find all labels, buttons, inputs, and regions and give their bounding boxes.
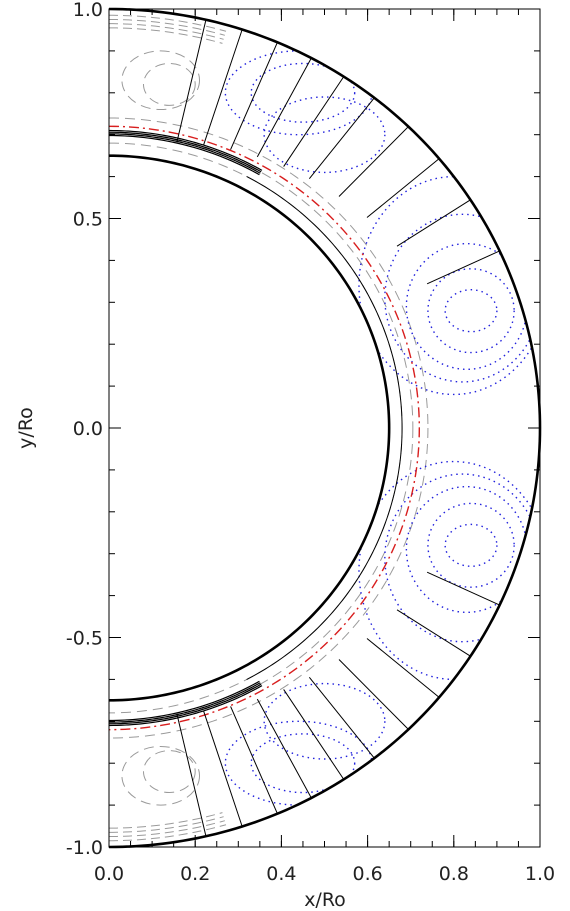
chart-content bbox=[108, 7, 542, 849]
field-line-s-6 bbox=[338, 659, 409, 730]
outer-boundary bbox=[108, 7, 542, 849]
dashed-contour-inner-s-2 bbox=[109, 427, 429, 739]
dashed-contour-south-2 bbox=[109, 820, 225, 838]
dotted-contour-n-0 bbox=[444, 289, 498, 333]
field-arc-n-2 bbox=[109, 131, 262, 173]
dashed-loop-n-0 bbox=[121, 50, 201, 111]
dashed-contour-inner-n-2 bbox=[109, 117, 429, 429]
dotted-contour-n-6 bbox=[224, 50, 373, 136]
field-line-n-6 bbox=[338, 126, 409, 197]
dashed-contour-inner-n-0 bbox=[109, 142, 403, 429]
shell-contours bbox=[109, 14, 540, 842]
y-tick-label: -1.0 bbox=[66, 837, 103, 859]
dashed-contour-south-1 bbox=[109, 816, 224, 833]
field-line-n-4 bbox=[283, 76, 345, 167]
dashed-loop-n-1 bbox=[142, 62, 196, 106]
dotted-contour-s-4 bbox=[358, 460, 540, 681]
field-arc-s-0 bbox=[109, 680, 260, 722]
dashed-contour-north-3 bbox=[109, 14, 227, 32]
field-arc-s-2 bbox=[109, 683, 262, 725]
field-line-n-9 bbox=[426, 250, 500, 285]
x-tick-label: 1.0 bbox=[525, 863, 555, 885]
dotted-contour-s-7 bbox=[263, 682, 386, 760]
field-arc-n-1 bbox=[109, 133, 261, 174]
field-line-s-4 bbox=[283, 689, 345, 780]
x-axis-label: x/Ro bbox=[304, 889, 346, 911]
dashed-contour-inner-s-0 bbox=[109, 427, 403, 714]
dashed-contour-inner-s-1 bbox=[109, 427, 414, 724]
x-tick-label: 0.0 bbox=[94, 863, 124, 885]
field-line-s-1 bbox=[203, 711, 243, 827]
field-line-s-8 bbox=[396, 609, 471, 657]
y-tick-label: 0.5 bbox=[73, 209, 103, 231]
dashed-contour-inner-n-1 bbox=[109, 132, 414, 429]
field-arc-n-3 bbox=[109, 129, 263, 171]
y-tick-label: 1.0 bbox=[73, 0, 103, 21]
x-tick-label: 0.4 bbox=[266, 863, 296, 885]
field-arc-eq bbox=[246, 175, 403, 681]
y-tick-labels: -1.0 -0.5 0.0 0.5 1.0 bbox=[66, 0, 103, 859]
inner-boundary bbox=[108, 154, 391, 702]
x-tick-label: 0.6 bbox=[352, 863, 382, 885]
dotted-contour-n-1 bbox=[427, 268, 515, 354]
y-tick-label: 0.0 bbox=[73, 418, 103, 440]
dotted-contour-s-3 bbox=[384, 473, 540, 643]
field-line-s-9 bbox=[426, 571, 500, 606]
field-arc-s-3 bbox=[109, 685, 263, 727]
x-tick-labels: 0.0 0.2 0.4 0.6 0.8 1.0 bbox=[94, 863, 555, 885]
field-line-n-2 bbox=[230, 42, 278, 150]
field-line-n-8 bbox=[396, 199, 471, 247]
dashed-contour-south-0 bbox=[109, 812, 223, 829]
dotted-contour-n-3 bbox=[384, 213, 540, 383]
field-line-s-5 bbox=[308, 676, 375, 759]
dashed-loop-s-0 bbox=[121, 745, 201, 806]
dotted-contour-s-6 bbox=[224, 720, 373, 806]
field-line-s-3 bbox=[256, 698, 312, 799]
dotted-contour-n-5 bbox=[250, 62, 356, 123]
field-line-n-5 bbox=[308, 97, 375, 180]
field-line-s-0 bbox=[176, 713, 207, 837]
dashed-contour-south-3 bbox=[109, 824, 227, 842]
dashed-contour-north-0 bbox=[109, 27, 223, 44]
dotted-contour-s-1 bbox=[427, 502, 515, 588]
dotted-contour-n-2 bbox=[405, 242, 528, 371]
field-line-n-0 bbox=[176, 19, 207, 143]
field-arc-n-0 bbox=[109, 134, 260, 176]
field-line-n-7 bbox=[366, 158, 440, 218]
dotted-contour-n-7 bbox=[263, 96, 386, 174]
dotted-contour-s-0 bbox=[444, 523, 498, 567]
field-line-s-7 bbox=[366, 638, 440, 698]
field-line-s-2 bbox=[230, 706, 278, 814]
x-tick-label: 0.2 bbox=[180, 863, 210, 885]
dashed-contour-north-2 bbox=[109, 18, 225, 36]
x-tick-label: 0.8 bbox=[439, 863, 469, 885]
field-arc-s-1 bbox=[109, 682, 261, 723]
dashed-loop-s-1 bbox=[142, 750, 196, 794]
y-axis-label: y/Ro bbox=[15, 407, 37, 449]
dotted-contour-s-5 bbox=[250, 733, 356, 794]
y-tick-label: -0.5 bbox=[66, 628, 103, 650]
field-line-n-3 bbox=[256, 57, 312, 158]
dotted-contour-s-2 bbox=[405, 485, 528, 614]
dashed-contour-north-1 bbox=[109, 23, 224, 40]
dotted-contour-n-4 bbox=[358, 175, 540, 396]
tachocline-line bbox=[109, 125, 421, 731]
axis-ticks bbox=[108, 8, 541, 848]
plot-frame bbox=[108, 8, 541, 848]
field-line-n-1 bbox=[203, 29, 243, 145]
